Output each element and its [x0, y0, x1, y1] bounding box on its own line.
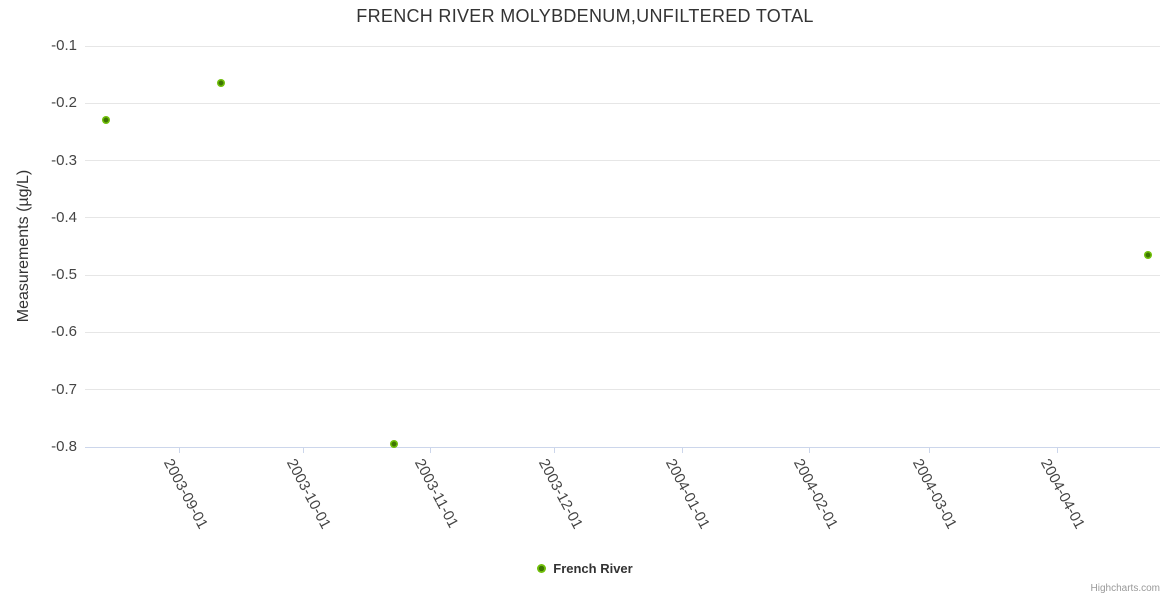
x-axis-tick-label: 2003-11-01	[410, 456, 462, 531]
x-axis-tick-mark	[681, 447, 683, 453]
x-axis-tick-mark	[1056, 447, 1058, 453]
x-axis-tick-mark	[554, 447, 556, 453]
x-axis-tick-label: 2004-04-01	[1037, 456, 1089, 532]
data-point[interactable]	[389, 440, 398, 449]
y-axis-tick-label: -0.8	[51, 438, 77, 455]
y-grid-line	[85, 331, 1160, 333]
y-grid-line	[85, 217, 1160, 219]
data-point[interactable]	[216, 79, 225, 88]
y-grid-line	[85, 274, 1160, 276]
x-axis-tick-label: 2004-01-01	[662, 456, 714, 532]
y-grid-line	[85, 389, 1160, 391]
x-axis-tick-mark	[179, 447, 181, 453]
legend-marker-icon	[537, 564, 547, 573]
y-axis-title: Measurements (µg/L)	[15, 169, 32, 323]
x-axis-tick-mark	[302, 447, 304, 453]
y-axis-tick-label: -0.4	[51, 208, 77, 226]
y-grid-line	[85, 45, 1160, 47]
x-axis-tick-label: 2003-12-01	[534, 456, 586, 532]
x-axis-tick-label: 2004-02-01	[789, 456, 841, 532]
highcharts-credit[interactable]: Highcharts.com	[1090, 583, 1160, 594]
x-axis-line	[85, 446, 1160, 448]
y-axis-tick-label: -0.7	[51, 380, 77, 398]
y-grid-line	[85, 160, 1160, 162]
y-axis-tick-label: -0.2	[51, 94, 77, 112]
data-point[interactable]	[101, 116, 110, 125]
y-axis-tick-label: -0.3	[51, 151, 77, 169]
x-axis-tick-mark	[430, 447, 432, 453]
x-axis-tick-label: 2003-09-01	[159, 456, 211, 532]
chart-title: FRENCH RIVER MOLYBDENUM,UNFILTERED TOTAL	[356, 6, 814, 26]
y-axis-tick-label: -0.1	[51, 37, 77, 54]
x-axis-tick-mark	[928, 447, 930, 453]
x-axis-tick-label: 2004-03-01	[909, 456, 961, 532]
x-axis-tick-mark	[809, 447, 811, 453]
data-point[interactable]	[1143, 251, 1152, 260]
legend-item[interactable]: French River	[0, 561, 1170, 576]
y-grid-line	[85, 102, 1160, 104]
y-axis-tick-label: -0.5	[51, 266, 77, 284]
legend-label: French River	[553, 561, 633, 576]
x-axis-tick-label: 2003-10-01	[283, 456, 335, 532]
y-axis-tick-label: -0.6	[51, 323, 77, 341]
